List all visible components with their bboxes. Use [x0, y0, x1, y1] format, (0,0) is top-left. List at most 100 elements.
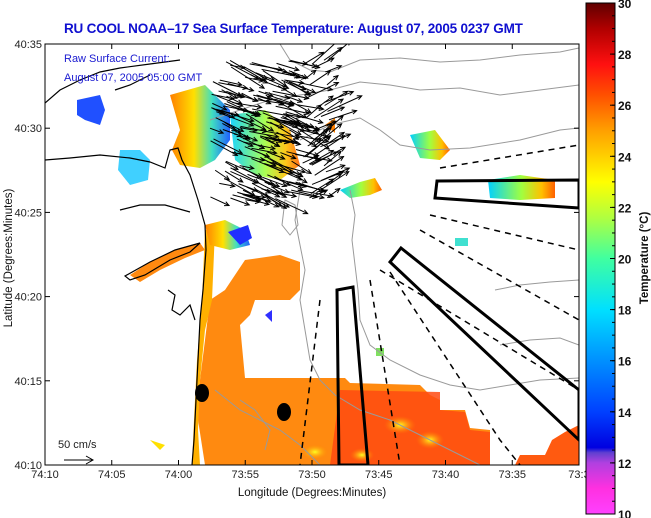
current-vector-head — [278, 168, 285, 173]
current-vector-head — [335, 150, 342, 157]
current-vector-head — [252, 186, 259, 192]
current-vector — [295, 153, 332, 162]
current-vector-head — [219, 109, 226, 115]
current-vector — [316, 57, 335, 68]
current-vector-head — [239, 64, 246, 70]
station-marker[interactable] — [195, 384, 209, 402]
current-vector-head — [323, 138, 330, 144]
current-vector — [266, 121, 284, 128]
current-vector-head — [312, 193, 319, 199]
current-vector-head — [269, 145, 277, 151]
current-vector-head — [244, 200, 251, 206]
current-vector-head — [336, 64, 343, 70]
current-vector-head — [340, 146, 347, 152]
current-vector-head — [290, 154, 297, 160]
current-vector-head — [272, 136, 279, 142]
current-vector — [266, 161, 306, 173]
current-vector-head — [268, 180, 275, 185]
current-vector-head — [293, 134, 300, 140]
current-vector-head — [283, 188, 290, 194]
current-vector — [224, 177, 255, 196]
current-vector-head — [338, 155, 345, 161]
current-vector-head — [344, 167, 351, 173]
current-vector — [326, 75, 339, 86]
current-vector-head — [256, 104, 263, 110]
current-vector-head — [326, 157, 333, 163]
current-vector — [267, 151, 285, 160]
current-vector-head — [240, 93, 247, 99]
current-vector-head — [279, 154, 286, 160]
current-vector — [312, 120, 336, 132]
colorbar-tick-label: 14 — [618, 406, 632, 420]
y-tick-label: 40:10 — [14, 460, 42, 472]
current-vector-head — [237, 149, 244, 154]
current-vector-head — [328, 193, 335, 199]
current-vector-head — [328, 57, 335, 63]
current-vector-head — [295, 119, 302, 125]
current-vector — [243, 141, 275, 150]
overlay-line1: Raw Surface Current: — [64, 53, 170, 65]
current-vector-head — [273, 133, 280, 139]
current-vector — [237, 130, 250, 140]
station-marker[interactable] — [277, 403, 291, 421]
current-vector-head — [304, 90, 311, 96]
x-tick-label: 74:05 — [98, 469, 126, 481]
exclusion-zones — [335, 178, 579, 465]
sst-hotspot — [350, 448, 374, 462]
current-vector — [214, 169, 230, 181]
x-tick-label: 73:40 — [432, 469, 460, 481]
current-vector — [215, 117, 244, 132]
colorbar-tick-label: 28 — [618, 48, 632, 62]
current-vector-head — [273, 141, 280, 147]
current-vector — [271, 186, 284, 195]
current-vector — [305, 135, 331, 158]
current-vector — [267, 174, 303, 191]
current-vector-head — [295, 130, 302, 136]
current-vector-head — [258, 77, 265, 83]
current-vector — [320, 133, 351, 148]
current-vector-head — [265, 188, 272, 194]
current-vector — [216, 95, 243, 107]
current-vector — [291, 189, 325, 199]
current-vector — [294, 134, 329, 143]
current-vector — [239, 165, 254, 169]
current-vector — [211, 107, 225, 115]
current-vector-head — [278, 189, 285, 196]
current-vector — [222, 129, 242, 137]
sst-harbor-patch — [170, 85, 230, 168]
current-vector-head — [221, 105, 228, 111]
x-tick-label: 74:10 — [31, 469, 59, 481]
current-vector-head — [339, 131, 346, 138]
current-vector — [264, 91, 290, 99]
current-vector — [320, 106, 345, 117]
current-vector — [251, 62, 288, 73]
current-vector-head — [313, 129, 320, 135]
x-tick-label: 73:35 — [498, 469, 526, 481]
current-vector-head — [338, 170, 345, 176]
current-vector — [309, 70, 331, 86]
current-vector — [225, 161, 239, 170]
current-vector-head — [274, 182, 281, 188]
current-vector-head — [262, 74, 269, 80]
sst-patch — [410, 130, 450, 160]
current-vector-head — [303, 95, 310, 101]
current-vector-head — [237, 177, 244, 183]
current-vector — [280, 152, 296, 159]
current-vector — [261, 68, 299, 78]
current-vector — [296, 104, 324, 110]
current-vector — [325, 164, 345, 173]
current-vector — [222, 123, 237, 132]
current-vector-head — [228, 113, 235, 118]
colorbar-tick-label: 26 — [618, 99, 632, 113]
current-vector — [285, 80, 310, 96]
current-vector — [236, 108, 259, 115]
current-vector-head — [326, 126, 332, 133]
current-vector-head — [288, 101, 295, 107]
current-vector-head — [242, 107, 249, 113]
current-vector-head — [300, 168, 307, 174]
current-vector — [266, 134, 282, 143]
current-vector-head — [283, 84, 290, 89]
current-vector — [259, 135, 278, 141]
current-vector — [251, 147, 277, 154]
current-vector-head — [224, 201, 231, 207]
